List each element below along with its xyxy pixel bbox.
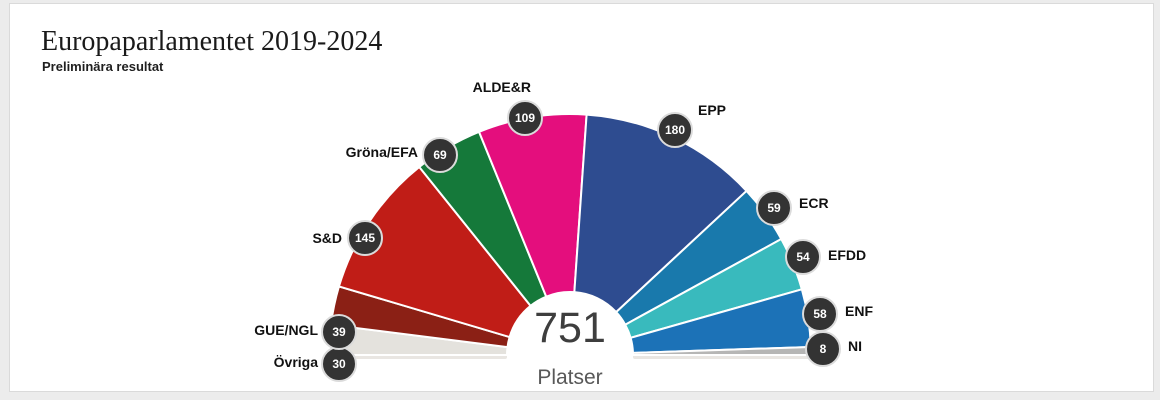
- badge-epp: [657, 112, 693, 148]
- badge-efdd: [785, 239, 821, 275]
- badge-count-sd: 145: [355, 231, 375, 245]
- badge-count-alde-r: 109: [515, 111, 535, 125]
- page-title: Europaparlamentet 2019-2024: [41, 26, 383, 57]
- total-seats-value: 751: [534, 304, 606, 352]
- wedge-epp: [573, 113, 748, 314]
- label-sd: S&D: [312, 230, 342, 246]
- page-subtitle: Preliminära resultat: [42, 59, 164, 74]
- label-epp: EPP: [698, 102, 726, 118]
- badge-count-ovriga: 30: [332, 357, 346, 371]
- label-gue-ngl: GUE/NGL: [254, 322, 318, 338]
- label-enf: ENF: [845, 303, 873, 319]
- party-labels: Övriga GUE/NGL S&D Gröna/EFA ALDE&R EPP ECR EFD…: [254, 79, 873, 370]
- label-ovriga: Övriga: [274, 354, 319, 370]
- badge-count-efdd: 54: [796, 250, 810, 264]
- total-seats-unit: Platser: [537, 366, 602, 389]
- label-efdd: EFDD: [828, 247, 866, 263]
- badge-count-epp: 180: [665, 123, 685, 137]
- seat-count-badges: 30 39 145 69 109 180 59 54 58 8: [321, 100, 841, 382]
- label-ecr: ECR: [799, 195, 829, 211]
- badge-enf: [802, 296, 838, 332]
- badge-alde-r: [507, 100, 543, 136]
- label-ni: NI: [848, 338, 862, 354]
- badge-grona-efa: [422, 137, 458, 173]
- badge-count-grona-efa: 69: [433, 148, 447, 162]
- badge-ecr: [756, 190, 792, 226]
- badge-ni: [805, 331, 841, 367]
- badge-gue-ngl: [321, 314, 357, 350]
- label-alde-r: ALDE&R: [473, 79, 531, 95]
- wedge-sd: [337, 165, 532, 339]
- badge-count-ni: 8: [820, 342, 827, 356]
- label-grona-efa: Gröna/EFA: [346, 144, 418, 160]
- badge-count-ecr: 59: [767, 201, 781, 215]
- seat-wedges: [328, 113, 813, 356]
- badge-sd: [347, 220, 383, 256]
- badge-count-gue-ngl: 39: [332, 325, 346, 339]
- badge-count-enf: 58: [813, 307, 827, 321]
